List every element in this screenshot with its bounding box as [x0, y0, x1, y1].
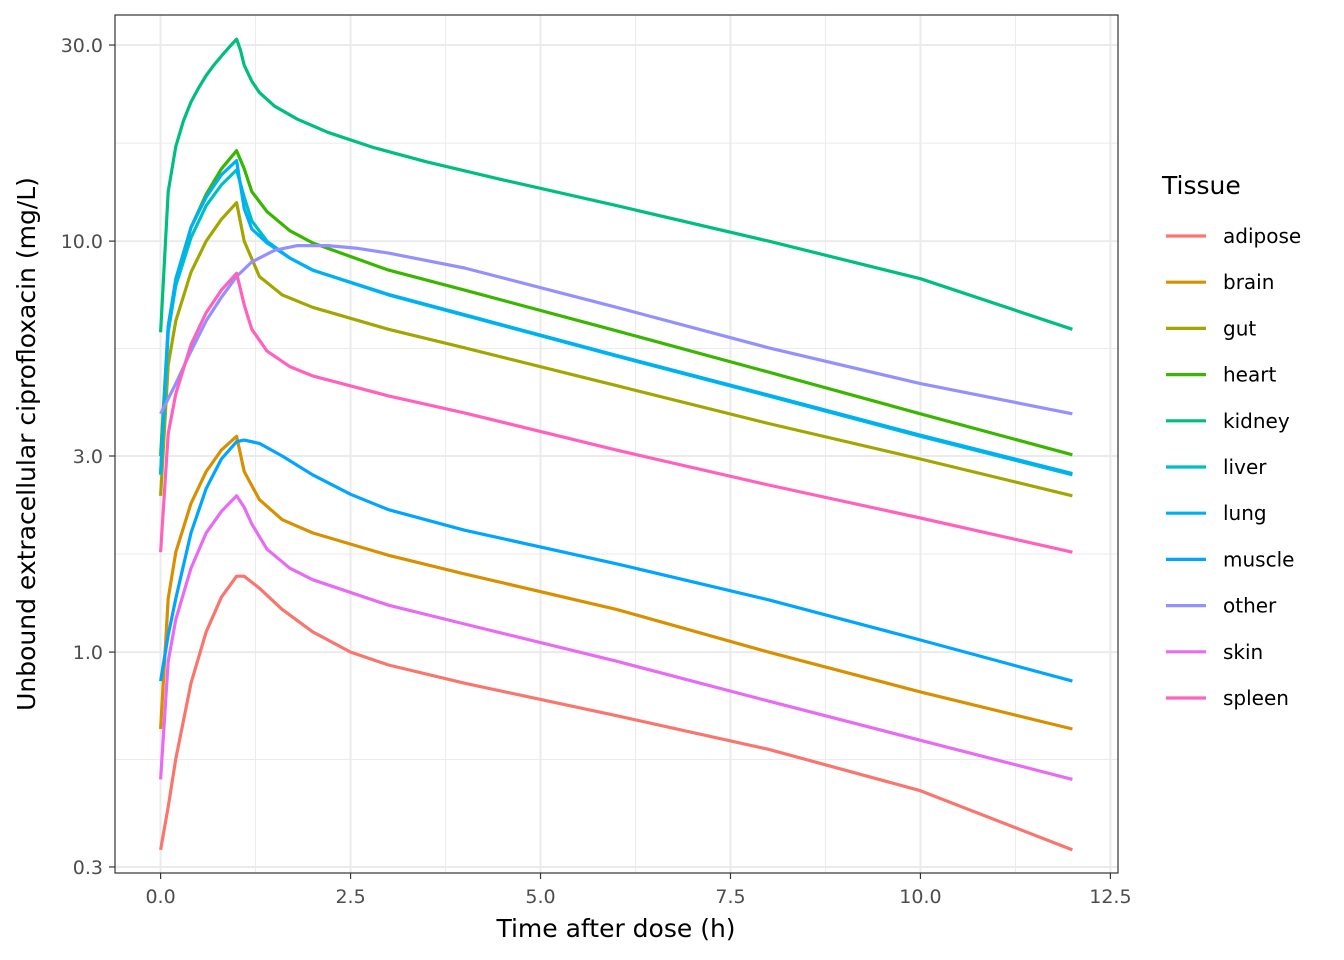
- x-axis-title: Time after dose (h): [495, 914, 735, 943]
- legend-label-heart: heart: [1223, 363, 1276, 387]
- legend-label-liver: liver: [1223, 455, 1267, 479]
- x-tick-label: 5.0: [525, 886, 555, 908]
- legend-label-lung: lung: [1223, 501, 1267, 525]
- series-line-muscle: [159, 438, 1073, 683]
- legend-label-kidney: kidney: [1223, 409, 1290, 433]
- legend-label-other: other: [1223, 594, 1277, 618]
- series-line-brain: [159, 434, 1073, 731]
- plot-background: [115, 15, 1118, 873]
- series-line-gut: [159, 201, 1073, 498]
- y-axis-title: Unbound extracellular ciprofloxacin (mg/…: [12, 177, 41, 711]
- grid-minor: [115, 15, 1118, 873]
- series-line-other: [159, 244, 1073, 416]
- x-axis: 0.0 2.5 5.0 7.5 10.0 12.5: [145, 873, 1132, 908]
- series-line-kidney: [159, 37, 1073, 333]
- legend-label-brain: brain: [1223, 270, 1274, 294]
- y-tick-label: 1.0: [73, 642, 103, 664]
- y-tick-label: 10.0: [61, 231, 103, 253]
- series-line-skin: [159, 494, 1073, 781]
- y-tick-label: 3.0: [73, 446, 103, 468]
- legend-label-spleen: spleen: [1223, 686, 1289, 710]
- x-tick-label: 0.0: [145, 886, 175, 908]
- plot-border: [114, 14, 1119, 874]
- grid-major: [115, 15, 1118, 873]
- legend-label-gut: gut: [1223, 316, 1256, 340]
- series-line-lung: [159, 159, 1073, 476]
- series-line-spleen: [159, 271, 1073, 554]
- x-tick-label: 2.5: [335, 886, 365, 908]
- series-lines: [159, 37, 1073, 852]
- y-axis: 0.3 1.0 3.0 10.0 30.0: [61, 35, 115, 879]
- x-tick-label: 12.5: [1089, 886, 1131, 908]
- legend: Tissue adipose brain gut heart kidney liver lu…: [1161, 171, 1301, 710]
- legend-label-skin: skin: [1223, 640, 1263, 664]
- legend-title: Tissue: [1161, 171, 1241, 200]
- y-tick-label: 0.3: [73, 857, 103, 879]
- x-tick-label: 7.5: [715, 886, 745, 908]
- legend-label-muscle: muscle: [1223, 547, 1294, 571]
- legend-label-adipose: adipose: [1223, 224, 1301, 248]
- y-tick-label: 30.0: [61, 35, 103, 57]
- series-line-adipose: [159, 574, 1073, 852]
- x-tick-label: 10.0: [899, 886, 941, 908]
